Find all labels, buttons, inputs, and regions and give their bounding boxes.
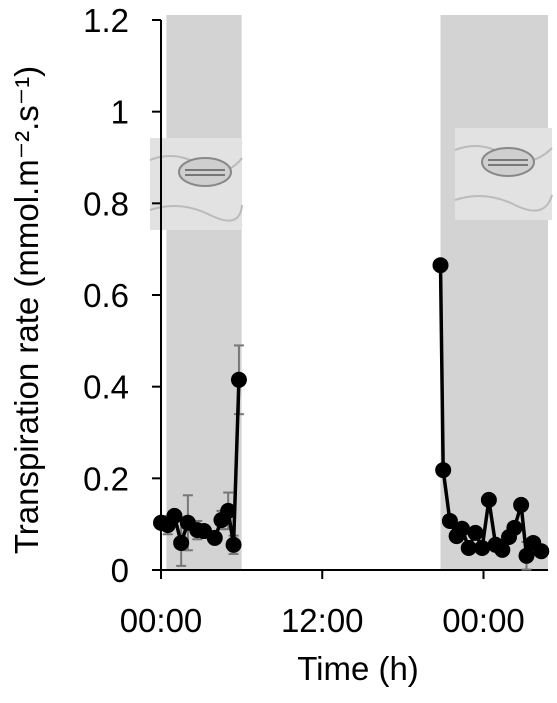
dark-period [440, 15, 548, 570]
data-point [173, 534, 190, 551]
data-point [513, 496, 530, 513]
data-point [494, 541, 511, 558]
data-point [432, 257, 449, 274]
x-tick-label: 12:00 [281, 602, 364, 639]
data-point [220, 502, 237, 519]
y-tick-label: 1.2 [83, 2, 129, 39]
data-point [225, 536, 242, 553]
data-point [460, 540, 477, 556]
y-tick-label: 0.6 [83, 277, 129, 314]
data-point [533, 543, 550, 560]
stomata-inset [454, 128, 553, 220]
y-tick-label: 0.8 [83, 185, 129, 222]
y-tick-label: 1 [111, 94, 129, 131]
stomata-insets [149, 128, 553, 230]
y-tick-label: 0.2 [83, 460, 129, 497]
data-point [454, 520, 470, 537]
x-axis-label: Time (h) [297, 650, 419, 687]
y-tick-label: 0 [111, 552, 129, 589]
data-point [441, 512, 458, 529]
data-point [506, 519, 523, 536]
stomata-inset [149, 138, 243, 230]
data-point [206, 529, 223, 546]
y-axis-label: Transpiration rate (mmol.m⁻².s⁻¹) [8, 66, 45, 554]
dark-period [166, 15, 242, 570]
data-point [480, 491, 497, 508]
y-tick-label: 0.4 [83, 369, 129, 406]
data-point [230, 371, 247, 388]
data-point [467, 524, 484, 541]
x-tick-label: 00:00 [442, 602, 525, 639]
data-point [435, 462, 452, 479]
data-point [474, 540, 491, 556]
x-tick-label: 00:00 [120, 602, 203, 639]
data-point [518, 547, 535, 564]
data-point [166, 507, 183, 524]
